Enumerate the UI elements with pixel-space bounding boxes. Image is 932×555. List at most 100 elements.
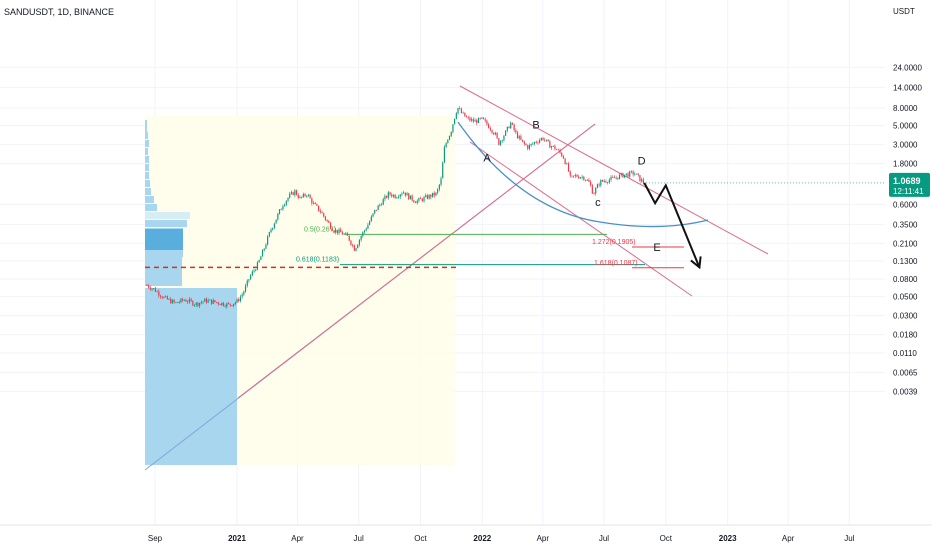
candle-body	[178, 302, 180, 303]
candle-body	[632, 171, 634, 175]
price-axis-label: 0.0180	[893, 331, 918, 340]
candle-body	[423, 196, 425, 201]
candle-body	[355, 248, 357, 251]
candle-body	[389, 192, 391, 195]
candle-body	[620, 173, 622, 175]
time-axis-label: Oct	[414, 534, 427, 543]
candle-body	[496, 132, 498, 139]
price-axis-label: 0.0110	[893, 349, 917, 358]
volume-profile-bar	[145, 126, 147, 133]
candle-body	[365, 228, 367, 231]
candle-body	[229, 303, 231, 306]
candle-body	[530, 143, 532, 146]
candle-body	[416, 200, 418, 204]
candle-body	[494, 132, 497, 135]
volume-profile	[145, 120, 237, 465]
candle-body	[284, 204, 286, 207]
candle-body	[627, 173, 629, 177]
candle-body	[370, 216, 372, 222]
candle-body	[336, 229, 338, 234]
candle-body	[588, 179, 590, 182]
candle-body	[193, 304, 196, 306]
candle-body	[624, 174, 626, 178]
candle-body	[346, 233, 349, 236]
candle-body	[362, 232, 364, 237]
candle-body	[258, 259, 260, 263]
candle-body	[161, 296, 163, 298]
volume-profile-bar	[145, 204, 157, 211]
candle-body	[520, 136, 522, 140]
candle-body	[226, 303, 228, 307]
candle-body	[590, 181, 592, 186]
wave-label-c: c	[595, 197, 601, 209]
candle-body	[272, 227, 274, 230]
candle-body	[374, 209, 376, 214]
candle-body	[598, 184, 600, 186]
price-axis-label: 0.0039	[893, 387, 918, 396]
candle-body	[348, 235, 350, 241]
candle-body	[544, 139, 546, 141]
candle-body	[457, 108, 459, 114]
candle-body	[513, 124, 515, 131]
volume-profile-bar	[145, 148, 148, 155]
candle-body	[236, 299, 238, 303]
candle-body	[539, 140, 541, 143]
candle-body	[462, 112, 464, 114]
candle-body	[267, 236, 269, 245]
price-axis-label: 24.0000	[893, 63, 922, 72]
price-axis-label: 8.0000	[893, 104, 918, 113]
candle-body	[433, 192, 435, 196]
volume-profile-bar	[145, 156, 149, 163]
candle-body	[452, 124, 454, 132]
candle-body	[345, 233, 347, 235]
candle-body	[601, 179, 604, 182]
volume-profile-bar	[145, 220, 187, 227]
candle-body	[165, 296, 167, 298]
volume-profile-bar	[145, 180, 150, 187]
candle-body	[595, 188, 597, 194]
candle-body	[307, 194, 310, 196]
candle-body	[414, 201, 417, 204]
candle-body	[557, 149, 559, 151]
candle-body	[335, 229, 337, 233]
candle-body	[420, 198, 422, 199]
candle-body	[219, 304, 221, 305]
candle-body	[515, 130, 517, 133]
candle-body	[363, 230, 366, 233]
candle-body	[297, 194, 299, 198]
price-axis-label: 5.0000	[893, 122, 918, 131]
candle-body	[440, 178, 442, 185]
time-axis-label: Sep	[148, 534, 163, 543]
volume-profile-bar	[145, 120, 147, 127]
wave-label-b: B	[532, 120, 539, 132]
candle-body	[384, 195, 386, 200]
candle-body	[299, 196, 301, 198]
candle-body	[499, 140, 502, 145]
candle-body	[448, 135, 451, 140]
time-axis-label: Apr	[782, 534, 795, 543]
candle-body	[192, 300, 194, 306]
projection-path	[643, 182, 701, 268]
channel-lower-line	[469, 141, 693, 297]
price-axis-label: 0.0065	[893, 368, 918, 377]
candle-body	[411, 195, 413, 201]
volume-profile-bar	[145, 188, 151, 195]
candle-body	[406, 193, 408, 196]
volume-profile-bar	[145, 172, 149, 179]
candle-body	[278, 209, 281, 214]
candle-body	[545, 139, 548, 141]
candle-body	[578, 176, 580, 179]
candle-body	[253, 270, 255, 272]
candle-body	[329, 222, 332, 229]
candle-body	[435, 192, 437, 196]
candle-body	[168, 298, 170, 300]
projection-arrowhead	[690, 256, 702, 270]
fib-1-272-label: 1.272(0.1905)	[592, 239, 636, 246]
candle-body	[447, 139, 449, 144]
candle-body	[637, 173, 639, 176]
candle-body	[425, 195, 427, 197]
candle-body	[576, 174, 578, 177]
candle-body	[227, 303, 230, 305]
